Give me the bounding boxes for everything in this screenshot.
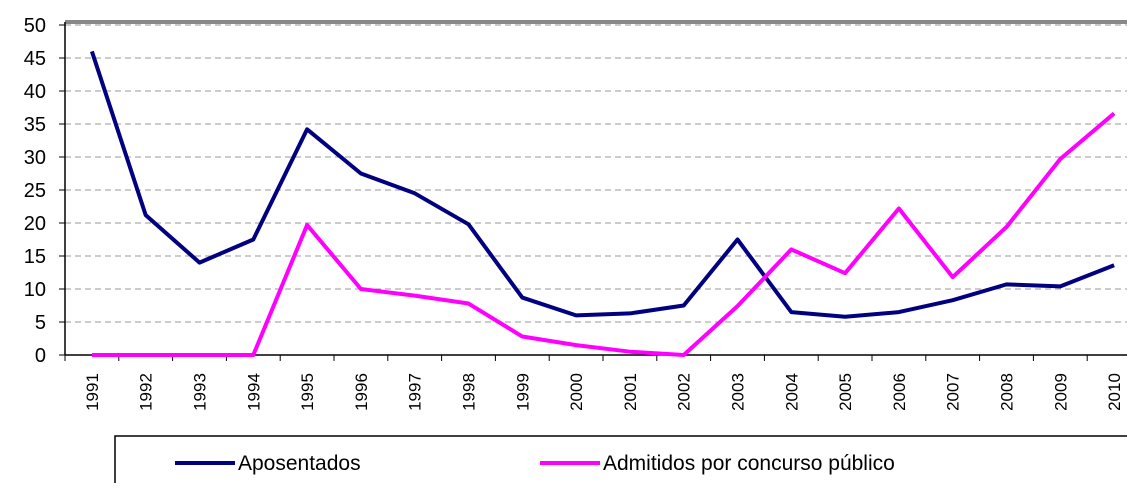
series-line bbox=[90, 50, 1115, 319]
x-tick-label: 2009 bbox=[1051, 373, 1070, 411]
x-tick-label: 2010 bbox=[1105, 373, 1124, 411]
x-tick-label: 1995 bbox=[298, 373, 317, 411]
x-tick-label: 2000 bbox=[567, 373, 586, 411]
y-tick-label: 25 bbox=[24, 180, 46, 202]
x-tick-label: 1998 bbox=[460, 373, 479, 411]
y-tick-label: 30 bbox=[24, 147, 46, 169]
legend-box bbox=[114, 435, 1127, 488]
x-tick-label: 2002 bbox=[675, 373, 694, 411]
y-tick-label: 15 bbox=[24, 246, 46, 268]
x-tick-label: 2006 bbox=[890, 373, 909, 411]
y-tick-label: 40 bbox=[24, 81, 46, 103]
x-tick-label: 2001 bbox=[621, 373, 640, 411]
x-tick-label: 2003 bbox=[729, 373, 748, 411]
y-tick-label: 20 bbox=[24, 213, 46, 235]
x-tick-label: 1996 bbox=[352, 373, 371, 411]
x-tick-label: 1997 bbox=[406, 373, 425, 411]
x-tick-label: 1994 bbox=[244, 373, 263, 411]
x-tick-label: 1991 bbox=[83, 373, 102, 411]
y-tick-label: 0 bbox=[35, 345, 46, 367]
x-tick-label: 2007 bbox=[944, 373, 963, 411]
series-line bbox=[91, 111, 1116, 357]
legend-label: Admitidos por concurso público bbox=[603, 452, 895, 475]
x-tick-label: 1999 bbox=[513, 373, 532, 411]
legend-label: Aposentados bbox=[238, 452, 361, 475]
y-tick-label: 35 bbox=[24, 114, 46, 136]
y-tick-label: 10 bbox=[24, 279, 46, 301]
y-tick-label: 45 bbox=[24, 48, 46, 70]
x-tick-label: 1993 bbox=[191, 373, 210, 411]
y-tick-label: 50 bbox=[24, 15, 46, 37]
x-tick-label: 2008 bbox=[998, 373, 1017, 411]
x-tick-label: 2004 bbox=[782, 373, 801, 411]
x-tick-label: 2005 bbox=[836, 373, 855, 411]
y-tick-label: 5 bbox=[35, 312, 46, 334]
x-tick-label: 1992 bbox=[137, 373, 156, 411]
